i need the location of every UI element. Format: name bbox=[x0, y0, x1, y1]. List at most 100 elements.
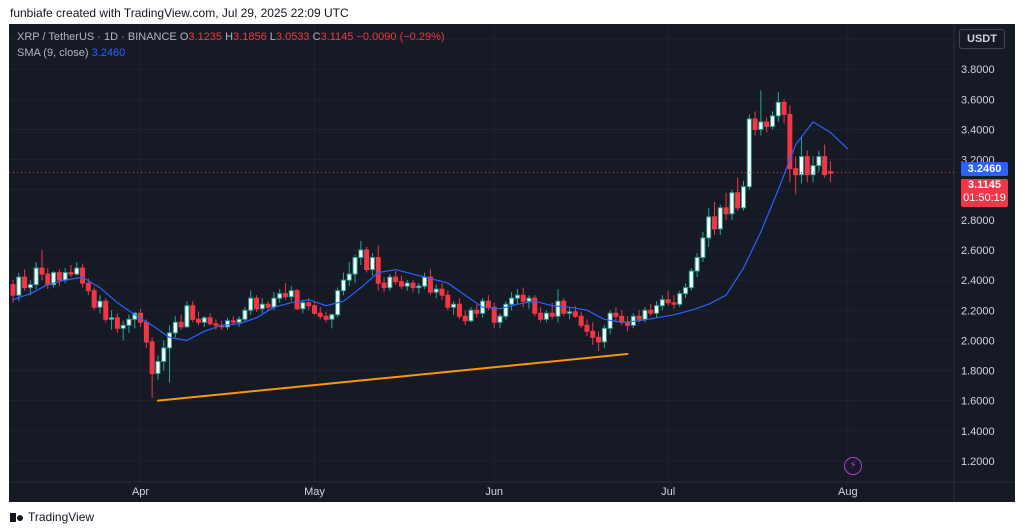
candle-body bbox=[740, 186, 746, 209]
candle bbox=[607, 310, 613, 335]
candle-body bbox=[683, 287, 689, 295]
time-tick-label: Jul bbox=[661, 486, 675, 498]
high-label: H bbox=[225, 31, 234, 43]
candle-body bbox=[497, 315, 503, 323]
candle-body bbox=[769, 115, 775, 127]
chart-frame[interactable]: 4.00003.80003.60003.40003.20003.00002.80… bbox=[9, 24, 1015, 502]
candle-body bbox=[259, 303, 265, 310]
candle-body bbox=[80, 267, 86, 284]
candle bbox=[456, 298, 462, 320]
candle bbox=[480, 298, 486, 318]
candle bbox=[167, 325, 173, 383]
price-tick-label: 3.6000 bbox=[961, 94, 995, 106]
candle bbox=[311, 301, 317, 315]
candle-body bbox=[793, 168, 799, 176]
candle bbox=[619, 310, 625, 326]
low-label: L bbox=[269, 31, 276, 43]
candle-body bbox=[503, 303, 509, 317]
candle-body bbox=[509, 297, 515, 305]
candle bbox=[85, 278, 91, 296]
candle-body bbox=[300, 302, 306, 310]
candle bbox=[538, 307, 544, 323]
tradingview-logo-icon bbox=[10, 512, 24, 522]
candle-body bbox=[56, 272, 62, 281]
candles bbox=[10, 90, 833, 398]
candle bbox=[358, 240, 364, 266]
price-tick-label: 1.4000 bbox=[961, 426, 995, 438]
candle bbox=[671, 295, 677, 309]
footer-brand-text: TradingView bbox=[28, 510, 95, 524]
chart-grid bbox=[9, 24, 954, 482]
candle bbox=[723, 192, 729, 220]
candle-body bbox=[642, 309, 648, 320]
currency-button[interactable]: USDT bbox=[959, 29, 1005, 49]
candle-body bbox=[288, 290, 294, 298]
candle-body bbox=[172, 321, 178, 334]
candle-body bbox=[109, 317, 115, 320]
candle-body bbox=[787, 113, 793, 170]
lightning-icon[interactable]: ⚡ bbox=[844, 457, 862, 475]
candle bbox=[143, 319, 149, 348]
sma-polyline bbox=[12, 121, 849, 342]
candle bbox=[300, 299, 306, 314]
candle-body bbox=[746, 118, 752, 188]
last-price-tag: 3.1145 01:50:19 bbox=[961, 179, 1008, 207]
candle-body bbox=[804, 156, 810, 176]
price-tick-label: 3.8000 bbox=[961, 64, 995, 76]
candle-body bbox=[439, 288, 445, 296]
price-tick-label: 2.6000 bbox=[961, 245, 995, 257]
candle bbox=[590, 322, 596, 345]
candle bbox=[161, 340, 167, 371]
candle bbox=[33, 262, 39, 290]
candle bbox=[387, 274, 393, 291]
candle-body bbox=[196, 318, 202, 323]
candle bbox=[410, 280, 416, 293]
sma-legend[interactable]: SMA (9, close) 3.2460 bbox=[17, 47, 125, 59]
time-tick-label: Jun bbox=[485, 486, 503, 498]
candle-body bbox=[723, 207, 729, 215]
candle-body bbox=[114, 317, 120, 329]
candle bbox=[758, 90, 764, 136]
candle bbox=[329, 313, 335, 329]
candle bbox=[503, 301, 509, 320]
candle bbox=[248, 290, 254, 315]
candle bbox=[282, 283, 288, 300]
candle-body bbox=[248, 297, 254, 311]
candle bbox=[369, 253, 375, 276]
candle bbox=[109, 310, 115, 330]
candle-body bbox=[578, 315, 584, 326]
candle bbox=[253, 295, 259, 312]
price-tick-label: 2.4000 bbox=[961, 275, 995, 287]
candle bbox=[74, 262, 80, 276]
candle-body bbox=[717, 207, 723, 230]
candle-body bbox=[398, 281, 404, 287]
candle-body bbox=[532, 297, 538, 314]
symbol-title[interactable]: XRP / TetherUS · 1D · BINANCE bbox=[17, 31, 177, 43]
candle bbox=[520, 287, 526, 308]
candle-body bbox=[706, 216, 712, 239]
candle-body bbox=[584, 324, 590, 332]
candle bbox=[317, 307, 323, 320]
candle bbox=[433, 284, 439, 299]
candle bbox=[10, 280, 16, 303]
candle-body bbox=[51, 272, 57, 286]
candle-body bbox=[213, 323, 219, 326]
price-tick-label: 2.8000 bbox=[961, 215, 995, 227]
candle-body bbox=[85, 282, 91, 292]
candle bbox=[816, 150, 822, 172]
candle-body bbox=[126, 318, 132, 326]
candle-body bbox=[456, 303, 462, 317]
candle bbox=[567, 307, 573, 320]
candle bbox=[491, 302, 497, 329]
price-chart[interactable]: 4.00003.80003.60003.40003.20003.00002.80… bbox=[9, 24, 1015, 502]
candle bbox=[648, 304, 654, 317]
candle bbox=[596, 331, 602, 351]
candle-body bbox=[253, 297, 259, 310]
candle bbox=[474, 304, 480, 318]
candle bbox=[712, 201, 718, 235]
candle-body bbox=[10, 284, 16, 296]
candle-body bbox=[149, 341, 155, 375]
candle-body bbox=[775, 101, 781, 117]
candle-body bbox=[636, 315, 642, 320]
price-tick-label: 3.4000 bbox=[961, 124, 995, 136]
